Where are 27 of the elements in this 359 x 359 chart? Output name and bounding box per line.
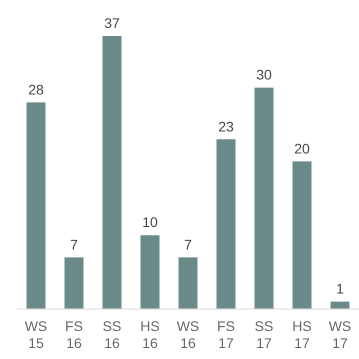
x-tick-label: FS 17 <box>217 318 235 351</box>
data-label: 37 <box>104 15 120 31</box>
data-label: 30 <box>256 66 272 83</box>
data-label: 20 <box>294 140 310 156</box>
x-tick-label: SS 16 <box>102 318 122 351</box>
bar <box>292 161 312 309</box>
data-label: 1 <box>336 280 344 297</box>
bar <box>178 257 198 309</box>
bar <box>216 139 236 309</box>
x-tick-label: WS 16 <box>176 318 200 351</box>
data-label: 7 <box>184 236 192 252</box>
bar <box>254 88 274 309</box>
data-label: 10 <box>142 214 158 230</box>
x-tick-label: HS 17 <box>292 318 312 351</box>
data-label: 28 <box>28 81 44 98</box>
bar <box>64 257 84 309</box>
x-tick-label: SS 17 <box>254 318 274 351</box>
x-tick-label: FS 16 <box>65 318 83 351</box>
bar <box>102 36 122 309</box>
data-label: 7 <box>70 236 78 252</box>
x-tick-label: WS 17 <box>328 318 352 351</box>
bar <box>26 102 46 309</box>
x-tick-label: HS 16 <box>140 318 160 351</box>
bar <box>140 235 160 309</box>
data-label: 23 <box>218 118 234 134</box>
x-tick-label: WS 15 <box>24 318 48 351</box>
bar <box>330 302 350 309</box>
